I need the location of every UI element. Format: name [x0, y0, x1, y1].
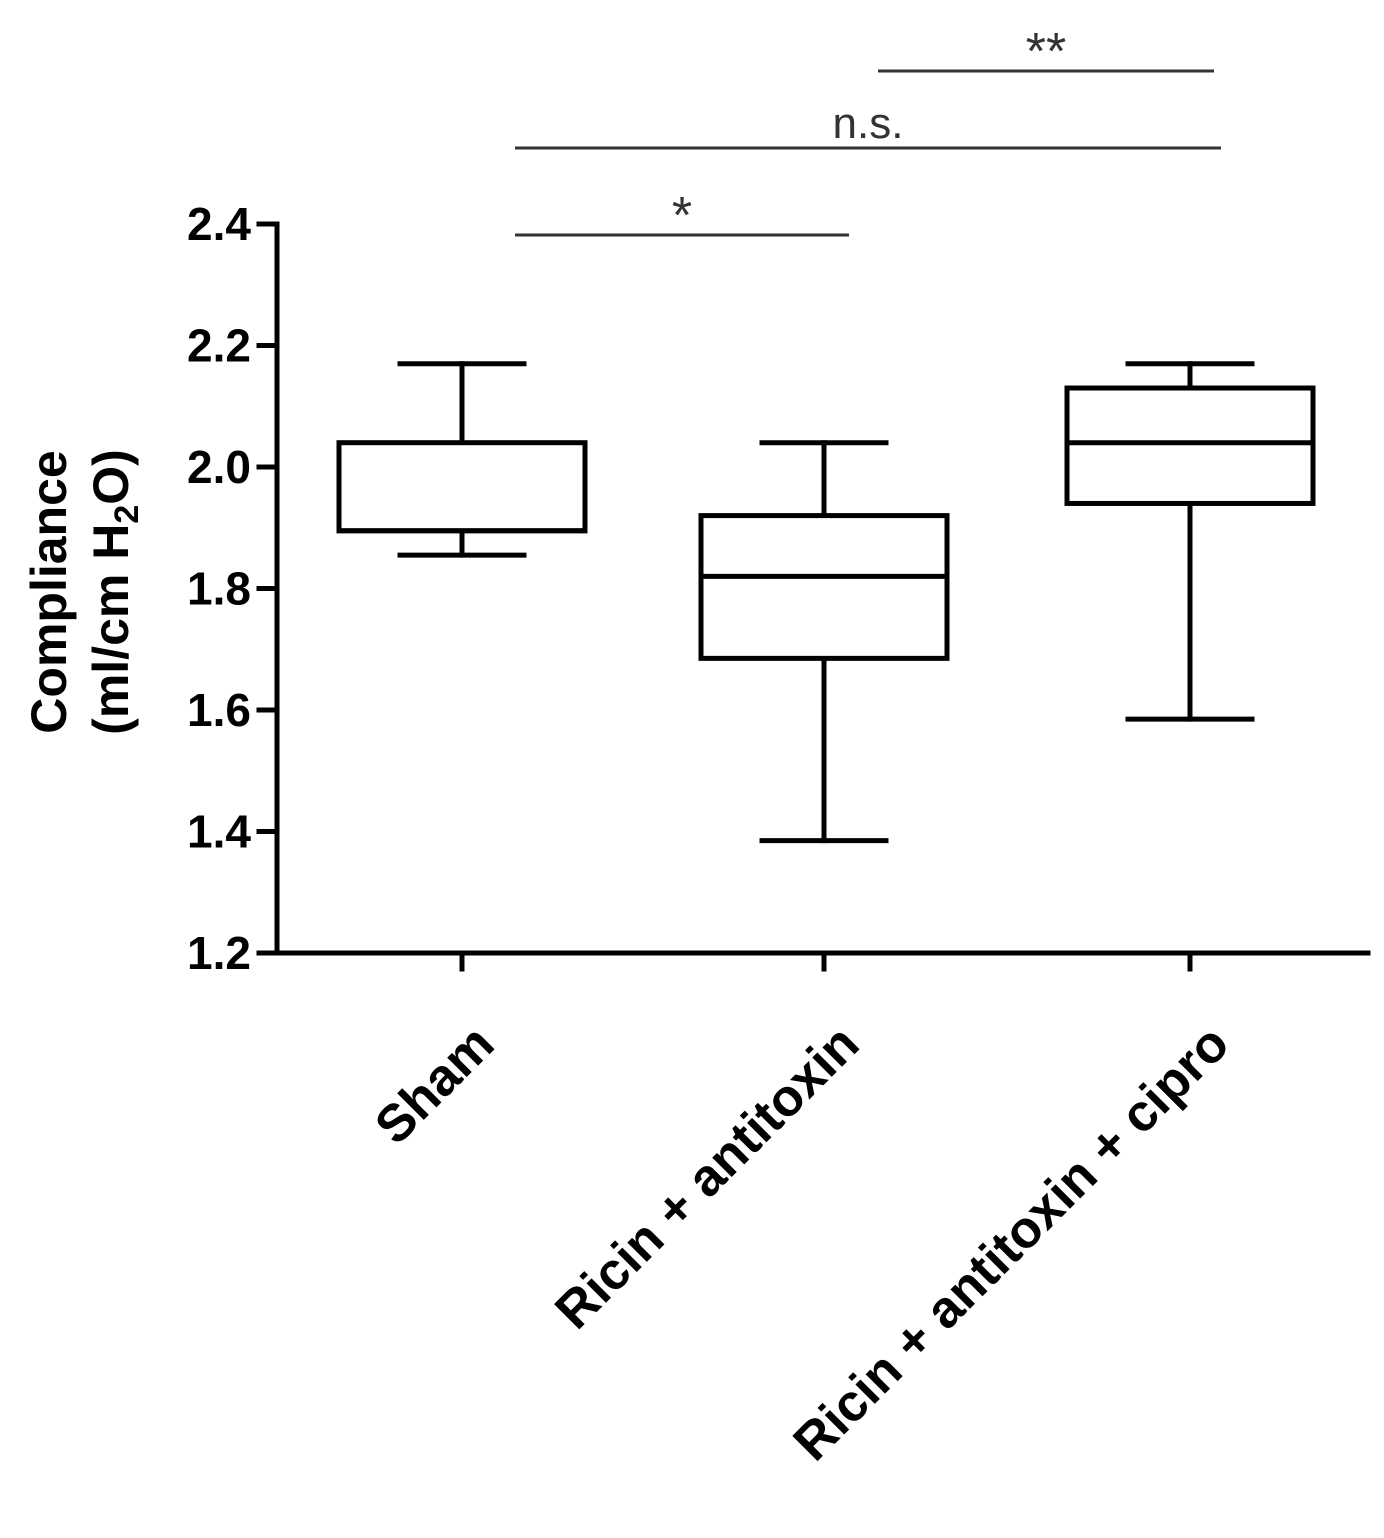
y-tick-label-2: 1.6	[187, 684, 251, 736]
y-tick-label-1: 1.4	[187, 806, 251, 858]
y-tick-label-5: 2.2	[187, 320, 251, 372]
significance-label-1: n.s.	[833, 99, 904, 148]
box-2	[1064, 361, 1316, 722]
y-tick-label-6: 2.4	[187, 198, 251, 250]
box-0	[336, 361, 588, 558]
significance-annotations: * n.s. **	[515, 23, 1221, 245]
y-tick-label-0: 1.2	[187, 927, 251, 979]
y-tick-label-4: 2.0	[187, 441, 251, 493]
box-1	[698, 440, 950, 844]
y-tick-label-3: 1.8	[187, 563, 251, 615]
significance-label-2: **	[1026, 23, 1066, 81]
category-label-0: Sham	[364, 1014, 505, 1155]
boxes	[336, 361, 1316, 844]
y-axis-title: Compliance (ml/cm H2O)	[21, 449, 146, 735]
axes: 1.2 1.4 1.6 1.8 2.0 2.2 2.4	[187, 198, 1371, 979]
significance-label-0: *	[672, 187, 692, 245]
category-label-1: Ricin + antitoxin	[544, 1014, 870, 1340]
category-label-2: Ricin + antitoxin + cipro	[783, 1014, 1241, 1472]
box-iqr-0	[336, 440, 588, 534]
box-iqr-2	[1064, 385, 1316, 506]
y-axis-title-line1: Compliance	[21, 450, 77, 733]
box-iqr-1	[698, 513, 950, 661]
y-axis-title-line2: (ml/cm H2O)	[83, 449, 146, 735]
